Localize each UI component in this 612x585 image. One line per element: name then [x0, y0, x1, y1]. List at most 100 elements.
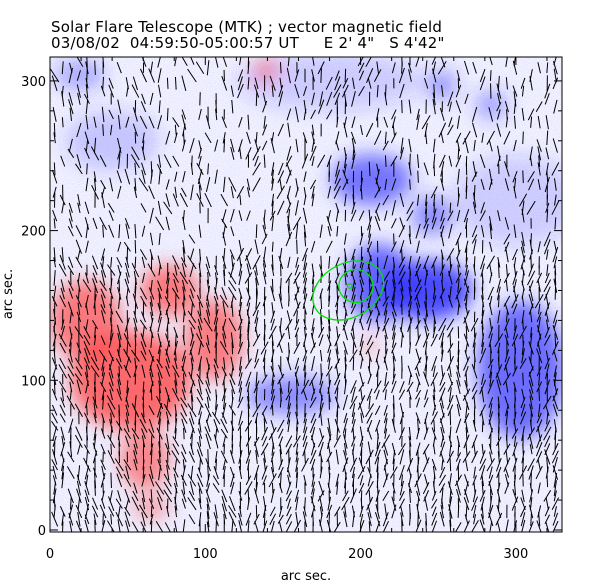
field-vector	[424, 301, 429, 317]
field-vector	[101, 270, 106, 286]
field-vector	[335, 341, 339, 355]
field-vector	[107, 402, 115, 418]
field-vector	[292, 216, 302, 231]
field-vector	[447, 395, 454, 410]
field-vector	[61, 202, 65, 214]
field-vector	[438, 122, 447, 138]
field-vector	[180, 404, 188, 417]
field-vector	[75, 366, 83, 377]
field-vector	[433, 84, 436, 99]
field-vector	[537, 317, 541, 333]
field-vector	[261, 374, 268, 384]
field-vector	[125, 520, 130, 532]
field-vector	[165, 411, 170, 425]
field-vector	[255, 264, 258, 276]
field-vector	[174, 124, 177, 136]
x-tick-label: 100	[193, 547, 218, 562]
field-vector	[408, 255, 412, 269]
field-vector	[67, 148, 75, 159]
field-vector	[326, 215, 333, 231]
field-vector	[100, 304, 106, 314]
field-vector	[521, 240, 525, 253]
field-vector	[214, 265, 219, 276]
field-vector	[181, 75, 187, 92]
field-vector	[544, 419, 551, 432]
field-vector	[551, 450, 559, 464]
field-vector	[342, 490, 349, 502]
field-vector	[464, 458, 469, 472]
field-vector	[521, 108, 525, 121]
field-vector	[295, 138, 299, 153]
field-vector	[295, 467, 298, 478]
field-vector	[551, 162, 560, 176]
field-vector	[553, 372, 557, 387]
field-vector	[222, 435, 227, 447]
field-vector	[464, 93, 469, 105]
field-vector	[384, 503, 388, 520]
field-vector	[433, 264, 436, 276]
field-vector	[67, 358, 74, 369]
field-vector	[277, 373, 285, 385]
field-vector	[150, 161, 153, 177]
field-vector	[262, 271, 267, 285]
field-vector	[230, 146, 235, 160]
field-vector	[84, 372, 90, 387]
field-vector	[181, 365, 187, 377]
field-vector	[537, 505, 542, 518]
field-vector	[253, 513, 260, 525]
field-vector	[189, 288, 195, 299]
field-vector	[51, 412, 58, 424]
field-vector	[59, 413, 66, 423]
field-vector	[317, 490, 325, 502]
field-vector	[448, 101, 452, 112]
field-vector	[270, 388, 275, 401]
field-vector	[60, 155, 66, 167]
field-vector	[328, 466, 331, 479]
field-vector	[300, 379, 310, 395]
field-vector	[537, 279, 541, 292]
field-vector	[157, 280, 163, 291]
field-vector	[423, 255, 430, 270]
field-vector	[239, 296, 242, 307]
field-vector	[318, 326, 325, 338]
field-vector	[189, 138, 195, 154]
field-vector	[223, 138, 226, 153]
field-vector	[554, 264, 557, 276]
field-vector	[223, 379, 226, 394]
field-vector	[512, 85, 518, 97]
field-vector	[271, 254, 274, 271]
field-vector	[359, 475, 364, 486]
field-vector	[409, 488, 411, 503]
field-vector	[271, 404, 274, 416]
field-vector	[270, 137, 275, 154]
field-vector	[480, 496, 485, 511]
field-vector	[85, 319, 89, 330]
field-vector	[479, 255, 486, 270]
field-vector	[207, 449, 209, 465]
field-vector	[156, 395, 164, 409]
field-vector	[334, 379, 341, 395]
field-vector	[279, 179, 283, 190]
field-vector	[503, 356, 511, 371]
field-vector	[125, 412, 129, 424]
field-vector	[455, 418, 462, 434]
field-vector	[534, 294, 544, 309]
field-vector	[488, 411, 494, 425]
field-vector	[197, 310, 203, 324]
field-vector	[149, 207, 154, 224]
field-vector	[303, 412, 307, 424]
field-vector	[551, 497, 560, 510]
field-vector	[481, 295, 485, 308]
field-vector	[422, 443, 430, 455]
field-vector	[52, 488, 57, 504]
field-vector	[415, 223, 421, 239]
field-vector	[432, 381, 436, 392]
field-vector	[383, 255, 389, 270]
field-vector	[471, 364, 478, 379]
field-vector	[197, 482, 203, 494]
field-vector	[53, 308, 57, 325]
x-tick-label: 300	[503, 547, 528, 562]
field-vector	[131, 427, 140, 440]
field-vector	[368, 356, 371, 371]
field-vector	[479, 68, 486, 83]
